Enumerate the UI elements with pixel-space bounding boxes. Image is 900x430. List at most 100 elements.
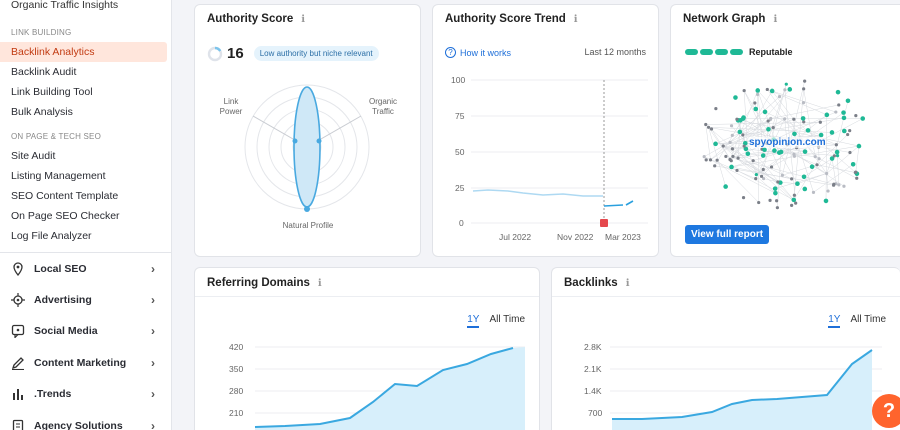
network-node — [790, 177, 794, 181]
info-icon[interactable]: ℹ — [573, 14, 578, 25]
network-node — [772, 186, 778, 191]
sidebar-item-agency-solutions[interactable]: Agency Solutions › — [0, 410, 171, 430]
network-node — [800, 116, 806, 121]
rd-y-tick: 280 — [229, 386, 244, 396]
network-node — [837, 183, 841, 187]
reputation-status: Reputable — [749, 47, 793, 57]
toggle-all-time[interactable]: All Time — [489, 314, 525, 325]
network-node — [834, 110, 838, 114]
reputation-bar — [685, 49, 743, 55]
sidebar-item-seo-content-template[interactable]: SEO Content Template — [11, 190, 119, 202]
network-node — [769, 116, 773, 121]
network-node — [776, 150, 782, 155]
sidebar-item-local-seo[interactable]: Local SEO › — [0, 253, 171, 284]
network-edge — [766, 84, 787, 144]
toggle-1y[interactable]: 1Y — [467, 314, 480, 328]
toggle-all-time[interactable]: All Time — [850, 314, 886, 325]
network-node — [741, 196, 746, 200]
network-node — [753, 106, 759, 112]
chevron-right-icon: › — [151, 293, 155, 308]
network-edge — [813, 164, 854, 193]
card-header-divider — [552, 296, 900, 297]
network-node — [809, 164, 815, 170]
network-edge — [767, 89, 827, 116]
sidebar-item-advertising[interactable]: Advertising › — [0, 284, 171, 315]
sidebar-item-bulk-analysis[interactable]: Bulk Analysis — [11, 106, 73, 118]
network-node — [768, 198, 772, 203]
network-edge — [815, 156, 857, 179]
network-node — [823, 198, 829, 204]
network-node — [742, 140, 748, 146]
network-node — [735, 117, 739, 121]
network-edge — [771, 90, 795, 120]
network-node — [817, 157, 821, 161]
network-node — [802, 87, 806, 91]
sidebar-item-link-building-tool[interactable]: Link Building Tool — [11, 86, 93, 98]
view-full-report-button[interactable]: View full report — [685, 225, 770, 244]
network-edge — [825, 114, 828, 201]
info-icon[interactable]: ℹ — [301, 14, 306, 25]
info-icon[interactable]: ℹ — [625, 278, 630, 289]
trend-y-tick: 50 — [455, 147, 465, 157]
network-node — [730, 133, 734, 138]
sidebar-item-listing-management[interactable]: Listing Management — [11, 170, 106, 182]
network-edge — [708, 127, 726, 187]
network-edge — [736, 170, 794, 201]
network-node — [802, 186, 808, 192]
network-edge — [729, 89, 790, 160]
network-node — [835, 89, 841, 95]
info-icon[interactable]: ℹ — [773, 14, 778, 25]
network-edge — [781, 151, 838, 156]
help-button[interactable]: ? — [872, 394, 900, 428]
network-node — [837, 103, 841, 107]
sidebar-item-backlink-audit[interactable]: Backlink Audit — [11, 66, 77, 78]
sidebar-item-site-audit[interactable]: Site Audit — [11, 150, 56, 162]
chevron-right-icon: › — [151, 355, 155, 370]
sidebar-item-backlink-analytics[interactable]: Backlink Analytics — [0, 42, 167, 62]
network-node — [802, 149, 808, 154]
sidebar-item-trends[interactable]: .Trends › — [0, 379, 171, 410]
how-it-works-link[interactable]: ? How it works — [445, 47, 511, 58]
trend-y-tick: 0 — [459, 218, 464, 228]
network-node — [759, 174, 764, 178]
network-edge — [855, 146, 860, 173]
network-edge — [826, 158, 833, 174]
bl-y-tick: 1.4K — [584, 386, 602, 396]
sidebar-item-on-page-seo-checker[interactable]: On Page SEO Checker — [11, 210, 120, 222]
network-node — [713, 164, 717, 168]
network-edge — [831, 158, 837, 184]
sidebar-item-organic-traffic-insights[interactable]: Organic Traffic Insights — [11, 0, 119, 11]
authority-score-title: Authority Score ℹ — [207, 13, 306, 25]
time-toggle: 1Y All Time — [467, 314, 525, 328]
toggle-1y[interactable]: 1Y — [828, 314, 841, 328]
network-node — [792, 117, 796, 121]
network-edge — [723, 145, 792, 180]
network-edge — [767, 89, 827, 174]
network-node — [801, 101, 806, 105]
network-node — [854, 114, 858, 118]
radar-label-natural-profile: Natural Profile — [282, 221, 334, 230]
network-edge — [753, 160, 794, 201]
network-node — [772, 148, 777, 153]
network-edge — [826, 173, 829, 192]
network-node — [754, 172, 758, 177]
network-node — [802, 120, 806, 124]
sidebar-item-social-media[interactable]: Social Media › — [0, 316, 171, 347]
backlinks-title: Backlinks ℹ — [564, 277, 630, 289]
sidebar-item-content-marketing[interactable]: Content Marketing › — [0, 347, 171, 378]
sidebar-item-log-file-analyzer[interactable]: Log File Analyzer — [11, 230, 92, 242]
network-edge — [834, 100, 849, 156]
info-icon[interactable]: ℹ — [317, 278, 322, 289]
referring-domains-title: Referring Domains ℹ — [207, 277, 322, 289]
network-node — [794, 201, 798, 205]
time-toggle: 1Y All Time — [828, 314, 886, 328]
network-node — [854, 170, 858, 174]
network-node — [795, 181, 800, 187]
network-node — [733, 95, 738, 100]
network-node — [745, 151, 751, 157]
authority-score-value: 16 — [227, 45, 244, 62]
radar-label-link-power: Link Power — [219, 97, 243, 116]
network-node — [818, 120, 822, 124]
network-node — [729, 124, 734, 128]
network-node — [769, 165, 774, 169]
